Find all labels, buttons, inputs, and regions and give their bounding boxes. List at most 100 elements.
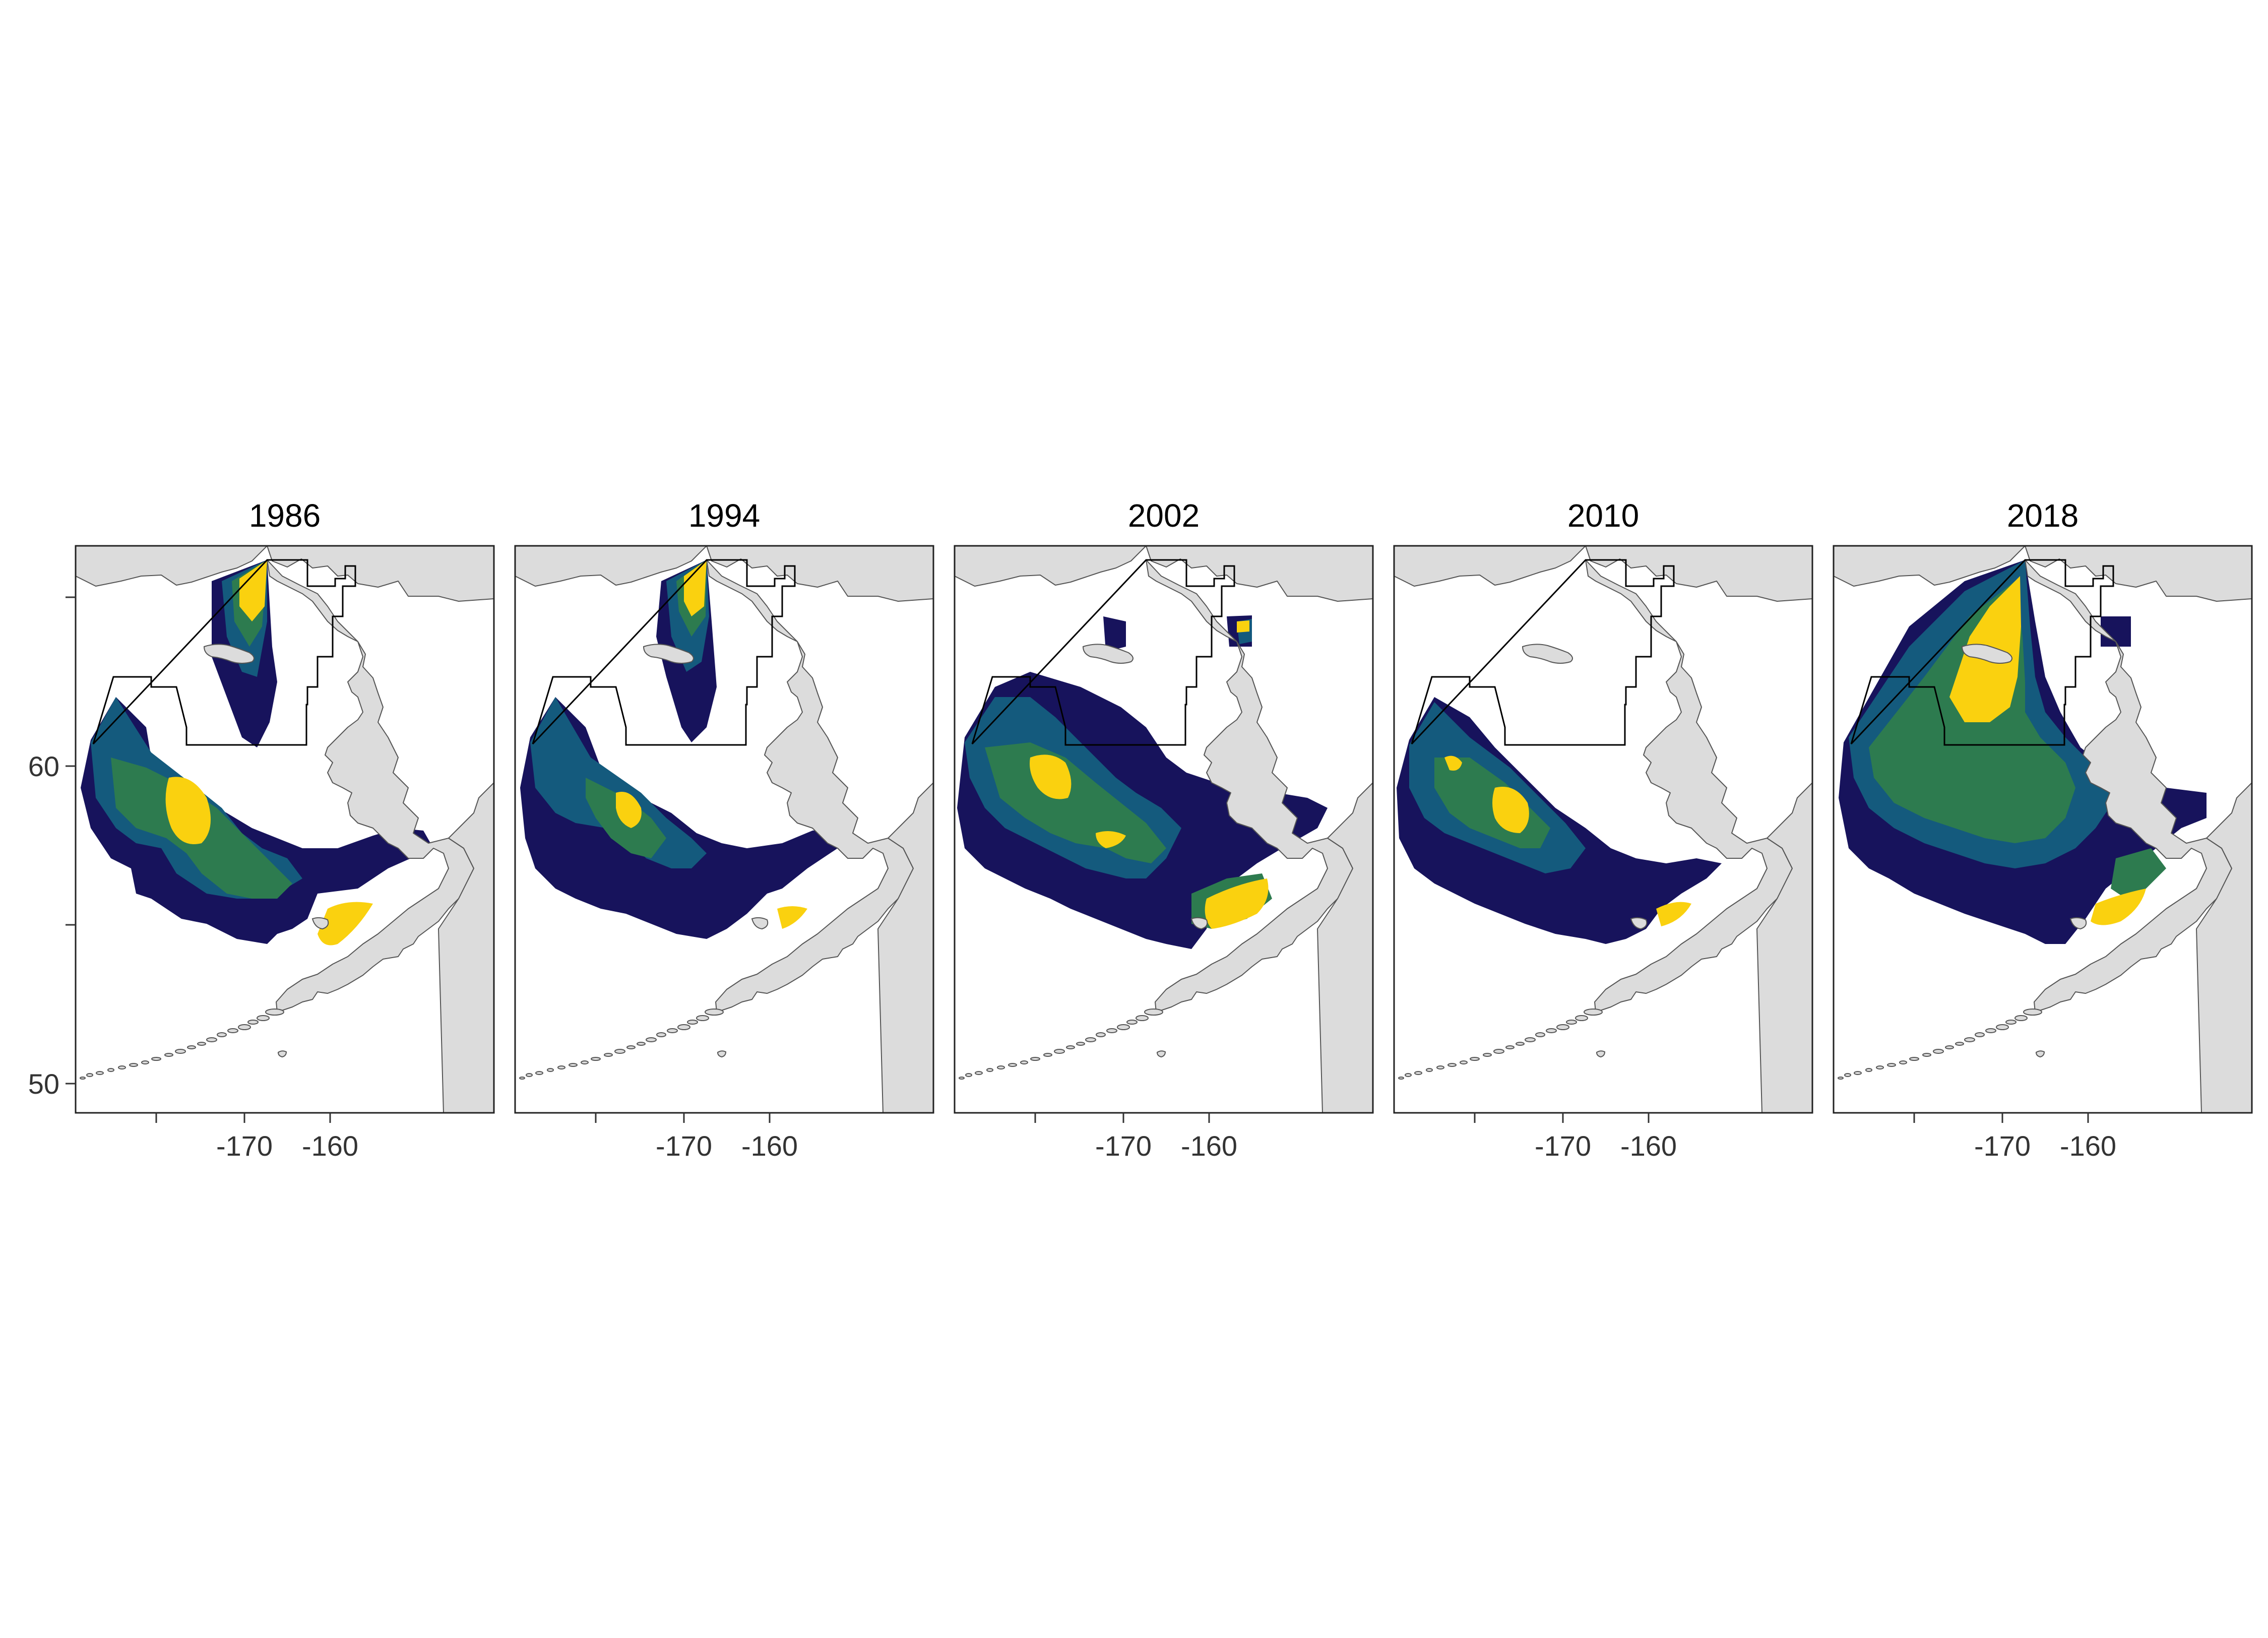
abundance-contour-level-4 <box>1656 902 1691 926</box>
aleutian-island <box>80 1077 86 1080</box>
panel-frame <box>514 545 934 1114</box>
panel-title: 2002 <box>1128 497 1200 534</box>
panel-frame <box>75 545 495 1114</box>
abundance-contour-level-4 <box>318 902 373 946</box>
abundance-contour-level-1 <box>520 697 848 939</box>
abundance-contour-level-4 <box>1492 787 1529 833</box>
island <box>1082 644 1133 664</box>
landmass <box>955 546 1373 602</box>
aleutian-island <box>1556 1024 1569 1030</box>
landmass <box>1756 598 1812 1113</box>
aleutian-island <box>547 1068 554 1072</box>
abundance-contour-level-1 <box>81 697 433 944</box>
aleutian-island <box>1470 1057 1480 1061</box>
aleutian-island <box>2023 1009 2042 1016</box>
aleutian-island <box>519 1077 525 1080</box>
abundance-contour-level-4 <box>165 777 211 844</box>
aleutian-island <box>1887 1063 1896 1067</box>
aleutian-island <box>557 1065 565 1069</box>
aleutian-island <box>1566 1020 1577 1025</box>
landmass <box>1394 546 1586 587</box>
aleutian-island <box>569 1063 578 1067</box>
aleutian-island <box>1426 1068 1433 1072</box>
survey-boundary-line <box>1850 559 2114 746</box>
y-axis: 60 50 <box>28 596 76 1100</box>
x-tick-label: -160 <box>1620 1130 1677 1162</box>
landmass <box>955 546 1147 587</box>
aleutian-island <box>614 1049 625 1054</box>
panel-frame <box>954 545 1374 1114</box>
abundance-contour-level-4 <box>616 792 642 828</box>
panel-frame <box>1393 545 1813 1114</box>
panel-frame <box>1833 545 2253 1114</box>
aleutian-island <box>535 1071 543 1075</box>
aleutian-island <box>1975 1032 1985 1037</box>
aleutian-island <box>591 1057 601 1061</box>
aleutian-island <box>1844 1073 1851 1077</box>
x-tick-label: -160 <box>1181 1130 1237 1162</box>
survey-boundary-line <box>92 559 356 746</box>
aleutian-island <box>2014 1015 2028 1021</box>
aleutian-island <box>604 1053 613 1057</box>
island <box>643 644 694 664</box>
x-tick-label: -170 <box>656 1130 712 1162</box>
aleutian-island <box>1043 1053 1052 1057</box>
aleutian-island <box>1076 1042 1085 1046</box>
aleutian-island <box>206 1037 217 1042</box>
aleutian-island <box>1447 1063 1457 1067</box>
abundance-contour-level-4 <box>2091 889 2146 925</box>
aleutian-island <box>247 1020 259 1025</box>
map-panel-2018: 2018 -170 -160 <box>1833 497 2253 1162</box>
island <box>717 1050 727 1058</box>
map-panel-1994: 1994 -170 -160 <box>514 497 934 1162</box>
x-tick-label: -160 <box>2060 1130 2116 1162</box>
island <box>2035 1050 2045 1058</box>
island <box>751 917 769 930</box>
landmass <box>2196 598 2252 1113</box>
aleutian-island <box>1865 1068 1872 1072</box>
aleutian-island <box>986 1068 993 1072</box>
island <box>311 917 329 930</box>
island <box>1630 917 1648 930</box>
aleutian-island <box>86 1073 93 1077</box>
aleutian-island <box>1136 1015 1149 1021</box>
aleutian-island <box>1525 1037 1536 1042</box>
island <box>1596 1050 1606 1058</box>
aleutian-island <box>1460 1060 1468 1064</box>
panel-title: 2018 <box>2007 497 2078 534</box>
aleutian-island <box>1008 1063 1017 1067</box>
aleutian-island <box>1985 1028 1996 1033</box>
x-tick-label: -170 <box>1095 1130 1152 1162</box>
aleutian-island <box>1996 1024 2009 1030</box>
landmass <box>1394 546 1812 602</box>
aleutian-island <box>1505 1045 1515 1049</box>
landmass <box>267 559 474 1013</box>
aleutian-island <box>526 1073 533 1077</box>
aleutian-island <box>187 1045 196 1049</box>
aleutian-island <box>107 1068 114 1072</box>
aleutian-island <box>227 1028 238 1033</box>
aleutian-island <box>141 1060 149 1064</box>
aleutian-island <box>1066 1045 1075 1049</box>
aleutian-island <box>1964 1037 1975 1042</box>
aleutian-island <box>1933 1049 1944 1054</box>
landmass <box>76 546 268 587</box>
aleutian-island <box>1838 1077 1844 1080</box>
aleutian-island <box>959 1077 965 1080</box>
landmass <box>1834 546 2252 602</box>
map-panel-1986: 1986 -170 -160 <box>75 497 495 1162</box>
landmass <box>515 546 707 587</box>
aleutian-island <box>637 1042 646 1046</box>
panel-title: 2010 <box>1567 497 1639 534</box>
aleutian-island <box>1085 1037 1096 1042</box>
abundance-contour-level-1 <box>1103 616 1126 652</box>
aleutian-island <box>238 1024 251 1030</box>
aleutian-island <box>646 1037 657 1042</box>
aleutian-island <box>118 1065 126 1069</box>
aleutian-island <box>265 1009 284 1016</box>
landmass <box>877 598 933 1113</box>
landmass <box>1585 559 1793 1013</box>
aleutian-island <box>1414 1071 1422 1075</box>
abundance-contour-level-4 <box>1205 878 1269 929</box>
aleutian-island <box>257 1015 270 1021</box>
